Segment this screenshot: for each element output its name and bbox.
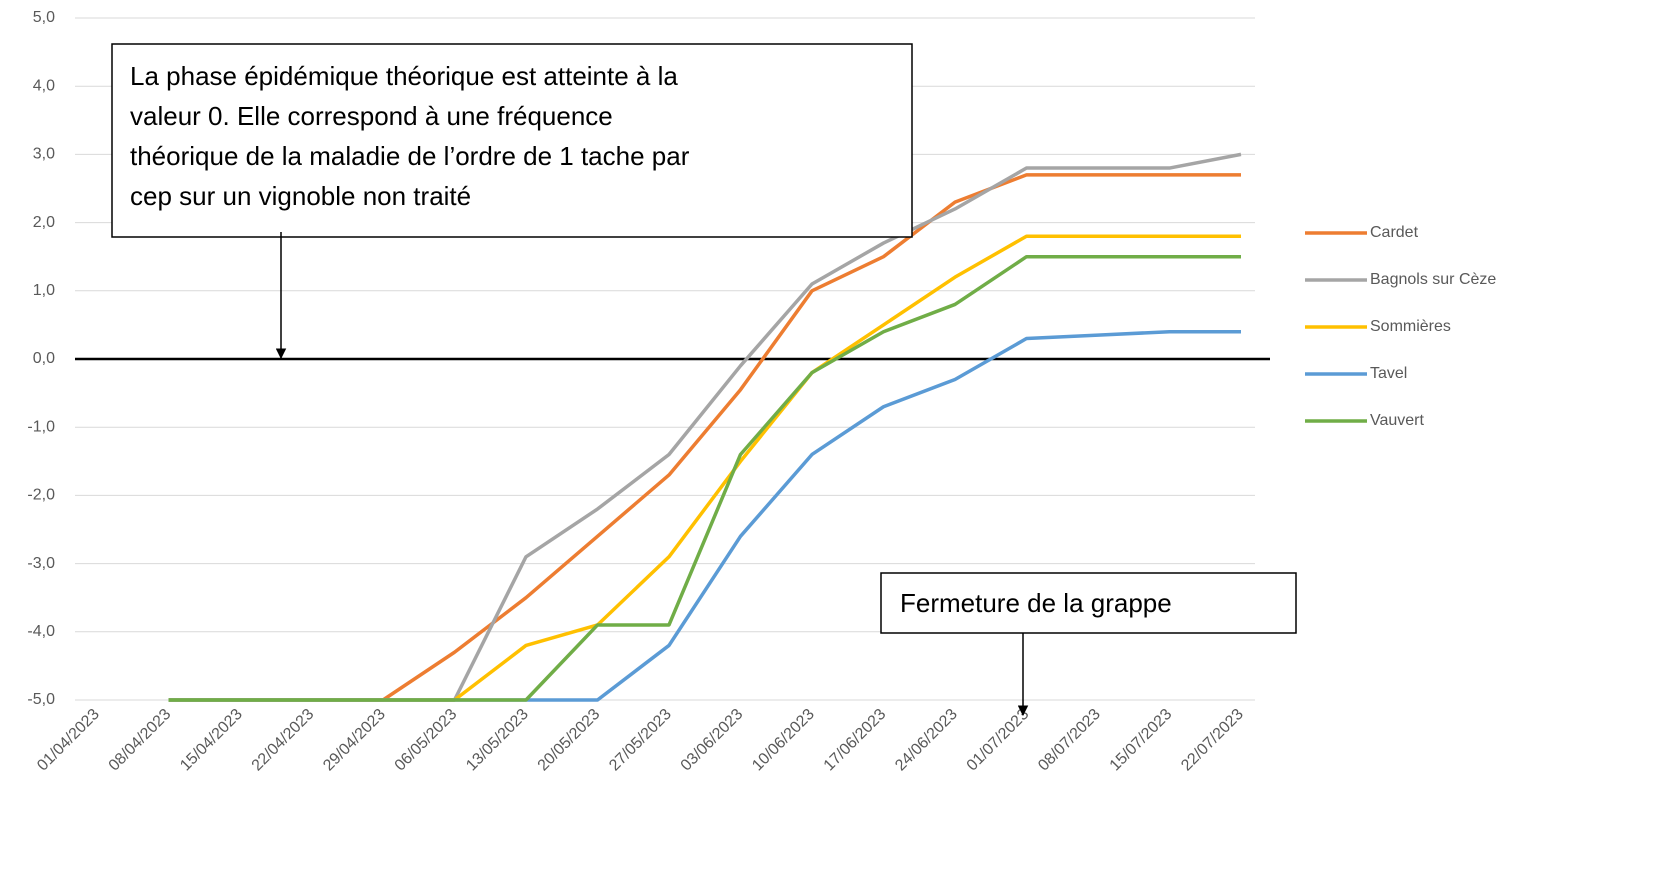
y-tick-label: -4,0: [27, 623, 55, 640]
series-line: [168, 254, 1241, 702]
x-tick-label: 01/04/2023: [34, 706, 103, 775]
y-tick-label: 0,0: [33, 350, 55, 367]
legend-label: Bagnols sur Cèze: [1370, 271, 1496, 288]
x-tick-label: 13/05/2023: [463, 706, 532, 775]
y-tick-label: -1,0: [27, 418, 55, 435]
x-tick-label: 15/07/2023: [1107, 706, 1176, 775]
y-tick-label: 3,0: [33, 146, 55, 163]
legend-label: Sommières: [1370, 318, 1451, 335]
y-tick-label: -3,0: [27, 555, 55, 572]
x-tick-label: 17/06/2023: [821, 706, 890, 775]
x-tick-label: 10/06/2023: [749, 706, 818, 775]
annotation: La phase épidémique théorique est attein…: [130, 61, 678, 91]
y-tick-label: 4,0: [33, 77, 55, 94]
x-tick-label: 29/04/2023: [320, 706, 389, 775]
legend-label: Tavel: [1370, 365, 1407, 382]
legend-label: Vauvert: [1370, 412, 1425, 429]
annotation-box: [880, 572, 1297, 634]
x-tick-label: 08/07/2023: [1035, 706, 1104, 775]
x-tick-label: 15/04/2023: [177, 706, 246, 775]
annotation: valeur 0. Elle correspond à une fréquenc…: [130, 101, 613, 131]
x-tick-label: 03/06/2023: [678, 706, 747, 775]
annotation: théorique de la maladie de l’ordre de 1 …: [130, 141, 690, 171]
annotation: Fermeture de la grappe: [900, 588, 1172, 618]
x-tick-label: 20/05/2023: [535, 706, 604, 775]
annotation: cep sur un vignoble non traité: [130, 181, 471, 211]
x-tick-label: 06/05/2023: [392, 706, 461, 775]
annotation-box: [111, 43, 913, 238]
y-tick-label: 2,0: [33, 214, 55, 231]
y-tick-label: -5,0: [27, 691, 55, 708]
legend-label: Cardet: [1370, 224, 1419, 241]
y-tick-label: -2,0: [27, 487, 55, 504]
x-tick-label: 01/07/2023: [964, 706, 1033, 775]
series-line: [168, 329, 1241, 702]
x-tick-label: 22/07/2023: [1178, 706, 1247, 775]
y-tick-label: 1,0: [33, 282, 55, 299]
x-tick-label: 27/05/2023: [606, 706, 675, 775]
y-tick-label: 5,0: [33, 9, 55, 26]
x-tick-label: 08/04/2023: [106, 706, 175, 775]
x-tick-label: 24/06/2023: [892, 706, 961, 775]
x-tick-label: 22/04/2023: [249, 706, 318, 775]
